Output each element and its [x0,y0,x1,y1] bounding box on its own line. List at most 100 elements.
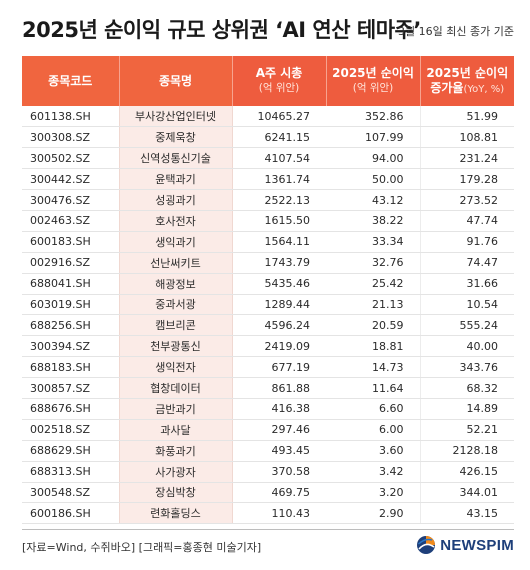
header-growth-unit: (YoY, %) [463,83,505,95]
table-row: 300442.SZ 윤택과기 1361.74 50.00 179.28 [22,168,514,191]
newspim-globe-icon [417,536,436,554]
net-income-cell: 11.64 [326,377,421,399]
table-row: 002916.SZ 선난써키트 1743.79 32.76 74.47 [22,252,514,274]
net-income-cell: 18.81 [326,335,421,358]
stock-name-cell: 사가광자 [118,461,233,483]
table-row: 688256.SH 캠브리콘 4596.24 20.59 555.24 [22,314,514,337]
stock-code-cell: 688313.SH [22,461,119,483]
stock-name-cell: 부사강산업인터넷 [118,106,233,128]
net-income-cell: 352.86 [326,106,421,128]
table-row: 688183.SH 생익전자 677.19 14.73 343.76 [22,356,514,379]
market-cap-cell: 6241.15 [232,126,326,149]
stock-code-cell: 300857.SZ [22,377,119,399]
net-income-cell: 38.22 [326,210,421,232]
net-income-cell: 6.00 [326,419,421,441]
stock-code-cell: 688256.SH [22,314,119,337]
growth-cell: 74.47 [420,252,514,274]
net-income-cell: 3.20 [326,482,421,504]
market-cap-cell: 493.45 [232,440,326,462]
market-cap-cell: 10465.27 [232,106,326,128]
growth-cell: 555.24 [420,314,514,337]
stock-name-cell: 선난써키트 [118,252,233,274]
stock-name-cell: 과사달 [118,419,233,441]
growth-cell: 273.52 [420,189,514,211]
growth-cell: 2128.18 [420,440,514,462]
footer-divider [22,529,514,530]
market-cap-cell: 110.43 [232,502,326,525]
stock-name-cell: 호사전자 [118,210,233,232]
header-code: 종목코드 [22,56,120,106]
growth-cell: 14.89 [420,398,514,420]
net-income-cell: 32.76 [326,252,421,274]
growth-cell: 231.24 [420,147,514,170]
stock-name-cell: 장심박창 [118,482,233,504]
net-income-cell: 6.60 [326,398,421,420]
table-row: 600186.SH 련화홀딩스 110.43 2.90 43.15 [22,502,514,525]
newspim-logo: NEWSPIM [416,534,514,556]
stock-name-cell: 캠브리콘 [118,314,233,337]
stock-code-cell: 002463.SZ [22,210,119,232]
growth-cell: 179.28 [420,168,514,191]
stock-name-cell: 협창데이터 [118,377,233,399]
stock-name-cell: 신역성통신기술 [118,147,233,170]
stock-code-cell: 002518.SZ [22,419,119,441]
table-body: 601138.SH 부사강산업인터넷 10465.27 352.86 51.99 3003… [22,106,514,525]
stock-code-cell: 688676.SH [22,398,119,420]
growth-cell: 47.74 [420,210,514,232]
header-net-income-unit: (억 위안) [352,82,394,94]
net-income-cell: 3.60 [326,440,421,462]
stock-name-cell: 중과서광 [118,294,233,316]
stock-code-cell: 603019.SH [22,294,119,316]
table-row: 002463.SZ 호사전자 1615.50 38.22 47.74 [22,210,514,232]
market-cap-cell: 469.75 [232,482,326,504]
stock-name-cell: 천부광통신 [118,335,233,358]
growth-cell: 10.54 [420,294,514,316]
net-income-cell: 107.99 [326,126,421,149]
growth-cell: 108.81 [420,126,514,149]
growth-cell: 343.76 [420,356,514,379]
header-growth-line2: 증가율 [430,80,464,95]
market-cap-cell: 677.19 [232,356,326,379]
table-row: 300502.SZ 신역성통신기술 4107.54 94.00 231.24 [22,147,514,170]
net-income-cell: 43.12 [326,189,421,211]
page-subtitle: 3월 16일 최신 종가 기준 [398,25,514,38]
table-header-row: 종목코드 종목명 A주 시총 (억 위안) 2025년 순이익 (억 위안) 2… [22,56,514,106]
stock-name-cell: 련화홀딩스 [118,502,233,525]
header-net-income-label: 2025년 순이익 [332,66,414,80]
header-growth: 2025년 순이익 증가율(YoY, %) [420,56,514,106]
table-row: 603019.SH 중과서광 1289.44 21.13 10.54 [22,294,514,316]
stock-name-cell: 생익과기 [118,231,233,253]
table-row: 688676.SH 금반과기 416.38 6.60 14.89 [22,398,514,420]
growth-cell: 31.66 [420,273,514,295]
table-row: 300394.SZ 천부광통신 2419.09 18.81 40.00 [22,335,514,358]
table-row: 300548.SZ 장심박창 469.75 3.20 344.01 [22,482,514,504]
market-cap-cell: 4596.24 [232,314,326,337]
growth-cell: 426.15 [420,461,514,483]
newspim-logo-text: NEWSPIM [440,536,514,554]
market-cap-cell: 5435.46 [232,273,326,295]
market-cap-cell: 2419.09 [232,335,326,358]
growth-cell: 51.99 [420,106,514,128]
market-cap-cell: 1289.44 [232,294,326,316]
header-market-cap-unit: (억 위안) [258,82,300,94]
growth-cell: 43.15 [420,502,514,525]
stock-name-cell: 성굉과기 [118,189,233,211]
stock-code-cell: 300394.SZ [22,335,119,358]
stock-code-cell: 600183.SH [22,231,119,253]
stock-code-cell: 300548.SZ [22,482,119,504]
table-row: 688313.SH 사가광자 370.58 3.42 426.15 [22,461,514,483]
stock-code-cell: 600186.SH [22,502,119,525]
header-growth-line1: 2025년 순이익 [426,65,509,80]
market-cap-cell: 1361.74 [232,168,326,191]
net-income-cell: 3.42 [326,461,421,483]
market-cap-cell: 1564.11 [232,231,326,253]
stock-name-cell: 화풍과기 [118,440,233,462]
stock-name-cell: 금반과기 [118,398,233,420]
stock-code-cell: 002916.SZ [22,252,119,274]
stock-code-cell: 688629.SH [22,440,119,462]
net-income-cell: 25.42 [326,273,421,295]
stock-code-cell: 601138.SH [22,106,119,128]
net-income-cell: 33.34 [326,231,421,253]
header-market-cap-label: A주 시총 [255,66,303,80]
growth-cell: 68.32 [420,377,514,399]
